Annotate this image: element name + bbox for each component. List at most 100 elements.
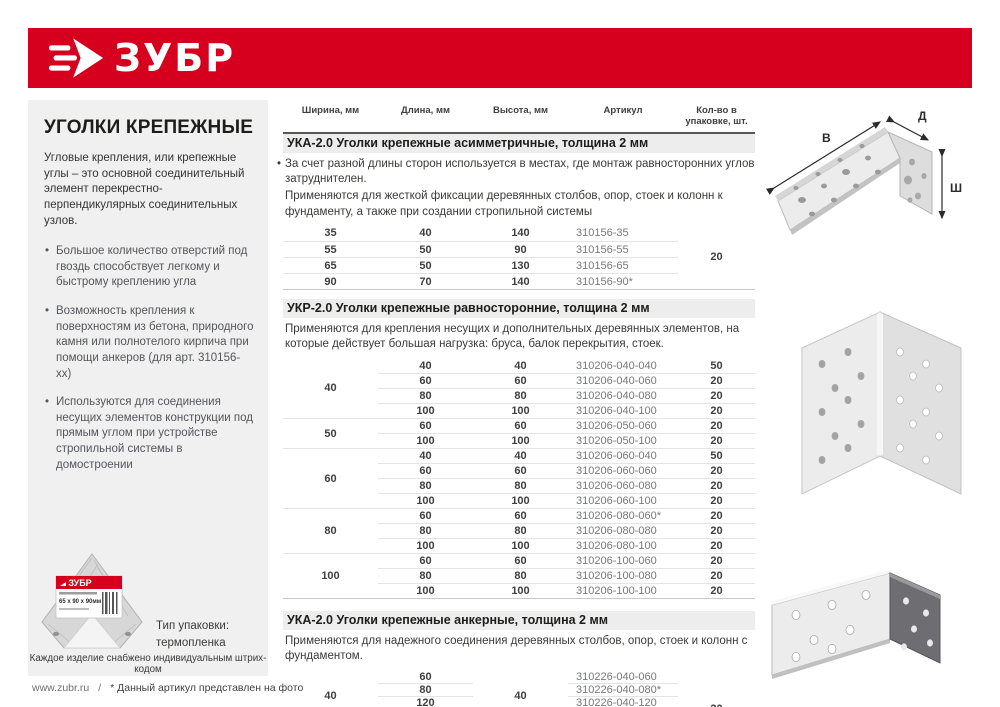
zubr-arrow-icon [48,38,104,78]
table-row: 50 60 60 310206-050-060 20 [283,418,755,449]
spec-cell: 90 [283,273,378,290]
spec-cell: 100 [378,493,473,509]
table-row: 80 80 310206-040-080 20 [283,388,755,404]
spec-cell: 50 [378,257,473,274]
spec-cell: 80 [473,568,568,584]
table-row: 60 60 310206-040-060 20 [283,373,755,389]
col-width: Ширина, мм [301,105,360,116]
sku-cell: 310206-040-100 [568,403,678,419]
spec-table-equal: 40 40 40 310206-040-040 50 60 60 310206-040-060… [283,359,755,600]
spec-cell: 80 [473,478,568,494]
brand-header: ЗУБР [28,28,972,88]
table-row: 60 60 310206-060-060 20 [283,463,755,479]
feature-item: Используются для соединения несущих элем… [44,395,254,473]
col-height: Высота, мм [492,105,549,116]
sku-cell: 310206-050-060 [568,418,678,434]
spec-cell: 120 [378,695,473,707]
footer: www.zubr.ru / * Данный артикул представл… [32,682,303,694]
product-photo-anchor [771,569,941,679]
sku-cell: 310206-100-080 [568,568,678,584]
page-title: УГОЛКИ КРЕПЕЖНЫЕ [44,117,254,138]
spec-cell: 60 [473,373,568,389]
qty-cell: 50 [710,359,723,372]
spec-cell: 100 [378,433,473,449]
package-label-brand: ЗУБР [68,578,91,588]
section-note: Применяются для надежного соединения дер… [285,635,748,663]
table-row: 100 60 60 310206-100-060 20 [283,553,755,599]
qty-cell: 20 [678,388,755,404]
spec-cell: 80 [378,682,473,697]
sku-cell: 310206-100-100 [568,583,678,599]
table-row: 100 100 310206-080-100 20 [283,538,755,554]
table-row: 40 40 40 310206-040-040 50 [283,359,755,395]
sku-cell: 310206-060-040 [568,448,678,464]
spec-cell: 50 [378,241,473,258]
package-label-size: 65 х 90 х 90мм [59,599,102,605]
sku-cell: 310226-040-060 [576,670,657,683]
spec-cell: 100 [378,403,473,419]
section-note: Применяются для жесткой фиксации деревян… [285,190,723,218]
spec-cell: 80 [378,523,473,539]
qty-cell: 20 [678,493,755,509]
spec-cell: 60 [378,463,473,479]
spec-cell: 60 [473,508,568,524]
spec-table-anchor: 406040310226-040-0602080310226-040-080*1… [283,670,755,707]
sku-cell: 310156-90* [568,273,678,290]
sku-cell: 310206-050-100 [568,433,678,449]
width-group-cell: 50 [283,418,378,449]
sku-cell: 310206-100-060 [568,553,678,569]
table-row: 40 60 40 310226-040-060 20 [283,670,755,707]
spec-cell: 60 [473,463,568,479]
spec-cell: 65 [283,257,378,274]
width-group-cell: 80 [283,508,378,554]
width-group-cell: 40 [324,382,337,395]
qty-cell: 20 [678,478,755,494]
table-row: 80 80 310206-080-080 20 [283,523,755,539]
qty-cell: 20 [710,251,723,264]
product-photo-equal [801,311,962,495]
spec-table-asymmetric: 35 40 140 310156-35 20 55 50 90 310156-55 65 50 130… [283,226,755,291]
table-row: 100 100 310206-100-100 20 [283,583,755,599]
table-row: 80 80 310206-060-080 20 [283,478,755,494]
width-group-cell: 60 [283,448,378,509]
section-title-anchor: УКА-2.0 Уголки крепежные анкерные, толщи… [283,611,755,631]
spec-cell: 60 [378,373,473,389]
footer-separator: / [98,682,102,694]
spec-cell: 55 [283,241,378,258]
table-row: 80 60 60 310206-080-060* 20 [283,508,755,554]
qty-cell: 20 [678,418,755,434]
spec-cell: 60 [473,418,568,434]
qty-cell: 20 [678,583,755,599]
spec-cell: 140 [511,227,530,240]
qty-cell: 20 [678,463,755,479]
sidebar: УГОЛКИ КРЕПЕЖНЫЕ Угловые крепления, или … [28,100,268,676]
qty-cell: 20 [678,568,755,584]
spec-cell: 100 [473,433,568,449]
section-title-asymmetric: УКА-2.0 Уголки крепежные асимметричные, … [283,134,755,153]
feature-item: Возможность крепления к поверхностям из … [44,304,254,382]
width-group-cell: 40 [324,690,337,703]
table-row: 80 80 310206-100-080 20 [283,568,755,584]
spec-cell: 70 [378,273,473,290]
spec-cell: 100 [473,493,568,509]
package-type: Тип упаковки: термопленка [156,618,229,651]
spec-cell: 40 [514,359,527,372]
sku-cell: 310206-080-100 [568,538,678,554]
qty-cell: 20 [678,538,755,554]
spec-cell: 60 [378,418,473,434]
spec-cell: 80 [378,568,473,584]
sku-cell: 310206-040-060 [568,373,678,389]
table-row: 90 70 140 310156-90* [283,273,755,290]
spec-cell: 40 [473,448,568,464]
qty-cell: 20 [678,403,755,419]
feature-item: Большое количество отверстий под гвоздь … [44,244,254,291]
spec-cell: 140 [473,273,568,290]
column-headers: Ширина, мм Длина, мм Высота, мм Артикул … [283,100,755,134]
spec-area: Ширина, мм Длина, мм Высота, мм Артикул … [277,100,755,707]
site-link[interactable]: www.zubr.ru [32,682,90,694]
feature-list: Большое количество отверстий под гвоздь … [44,244,254,473]
col-sku: Артикул [603,105,643,116]
brand-name: ЗУБР [114,36,236,80]
section-bullet: За счет разной длины сторон используется… [277,157,755,187]
